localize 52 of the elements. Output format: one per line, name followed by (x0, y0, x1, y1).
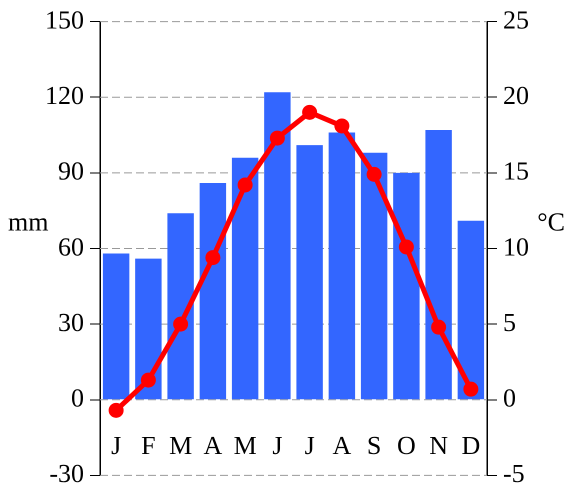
y2-tick-label: 0 (503, 384, 516, 413)
x-tick-label: F (141, 431, 156, 460)
y2-tick-label: 15 (503, 156, 529, 186)
y-tick-label: 0 (71, 384, 84, 413)
bar (167, 213, 194, 400)
point (238, 177, 253, 192)
x-tick-label: D (461, 431, 480, 460)
x-tick-label: S (366, 431, 382, 460)
x-tick-label: J (304, 431, 315, 460)
x-tick-label: O (396, 431, 416, 460)
point (173, 316, 188, 332)
bar (360, 152, 388, 400)
y-tick-label: 30 (58, 308, 84, 337)
point (302, 104, 318, 120)
bar (200, 182, 226, 400)
bar (458, 220, 484, 400)
y2-tick-label: 20 (503, 81, 529, 110)
x-tick-label: A (332, 431, 352, 460)
y2-tick-label: -5 (503, 459, 525, 488)
bar (135, 258, 162, 400)
y-axis-title: mm (8, 207, 48, 236)
point (398, 239, 414, 254)
x-tick-label: M (234, 431, 257, 460)
point (431, 320, 446, 335)
point (366, 166, 382, 182)
point (205, 250, 220, 266)
y2-tick-label: 25 (503, 5, 529, 34)
point (334, 118, 350, 134)
x-tick-label: J (111, 431, 122, 460)
y-tick-label: 120 (45, 81, 84, 110)
bar (296, 145, 323, 400)
y2-axis-title: °C (537, 207, 565, 236)
x-tick-label: J (272, 431, 282, 460)
bar (328, 132, 356, 400)
x-tick-label: N (429, 431, 448, 460)
y-tick-label: 150 (45, 5, 84, 34)
point (108, 402, 124, 418)
point (463, 382, 478, 397)
bar (425, 130, 452, 400)
x-tick-label: M (169, 431, 192, 460)
bar (102, 254, 130, 400)
x-tick-label: A (203, 431, 222, 460)
bar (264, 92, 291, 400)
y2-tick-label: 10 (503, 232, 529, 262)
bar (232, 158, 258, 400)
y-tick-label: 90 (58, 156, 84, 186)
bar (393, 172, 420, 400)
point (140, 372, 156, 388)
point (270, 130, 285, 146)
y2-tick-label: 5 (503, 308, 516, 337)
y-tick-label: -30 (49, 459, 84, 488)
y-tick-label: 60 (58, 232, 84, 262)
